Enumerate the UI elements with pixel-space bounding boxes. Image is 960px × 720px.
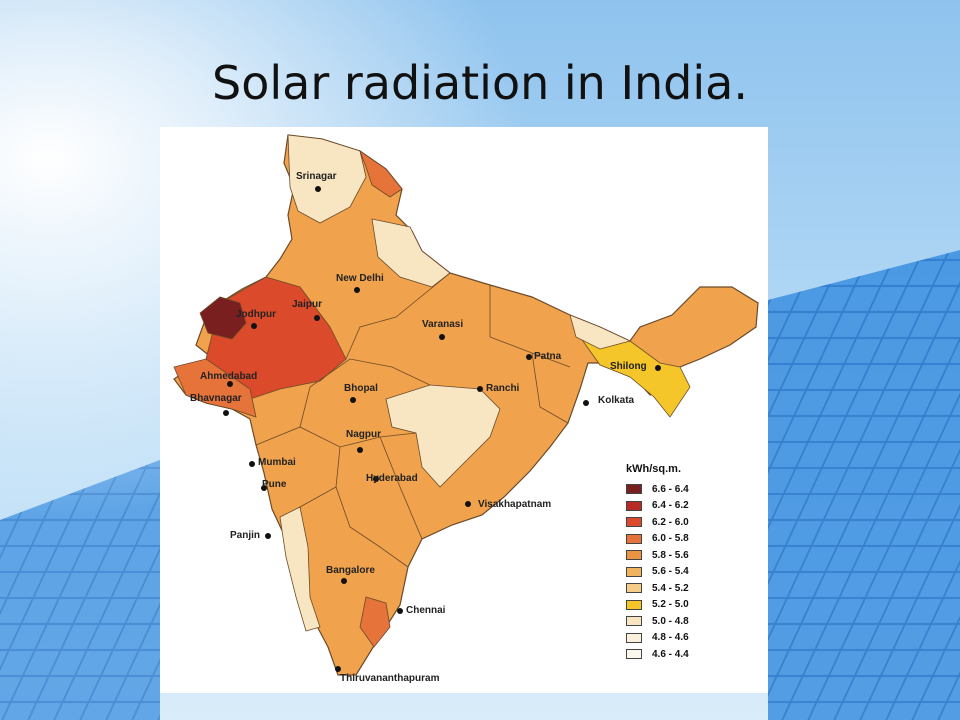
legend-item: 6.2 - 6.0 — [626, 514, 756, 531]
city-label-srinagar: Srinagar — [296, 171, 337, 182]
legend-swatch — [626, 533, 642, 544]
zone-rajasthan-hottest — [199, 296, 247, 340]
city-label-bhopal: Bhopal — [344, 383, 378, 394]
city-label-hyderabad: Hyderabad — [366, 473, 418, 484]
zone-tamilnadu-orange — [359, 596, 391, 648]
legend-swatch — [626, 517, 642, 528]
city-dot — [465, 501, 471, 507]
city-dot — [583, 400, 589, 406]
city-dot — [350, 397, 356, 403]
legend-title: kWh/sq.m. — [626, 463, 682, 475]
legend-swatch — [626, 616, 642, 627]
city-label-new-delhi: New Delhi — [336, 273, 384, 284]
zone-ghats-pale — [279, 506, 321, 632]
legend-item: 5.4 - 5.2 — [626, 580, 756, 597]
zone-central-pale — [385, 384, 501, 488]
city-dot — [373, 476, 379, 482]
city-label-ranchi: Ranchi — [486, 383, 520, 394]
city-label-nagpur: Nagpur — [346, 429, 381, 440]
state-borders — [255, 272, 571, 568]
city-dot — [249, 461, 255, 467]
legend-label: 5.8 - 5.6 — [652, 549, 689, 561]
city-label-bhavnagar: Bhavnagar — [190, 393, 242, 404]
legend-label: 5.2 - 5.0 — [652, 599, 689, 611]
legend-label: 6.4 - 6.2 — [652, 500, 689, 512]
legend-swatch — [626, 500, 642, 511]
city-label-kolkata: Kolkata — [598, 395, 635, 406]
city-dot — [354, 287, 360, 293]
legend-swatch — [626, 550, 642, 561]
legend-rows: 6.6 - 6.4 6.4 - 6.2 6.2 - 6.0 6.0 - 5.8 5.8 … — [626, 481, 756, 663]
city-dot — [261, 485, 267, 491]
city-label-mumbai: Mumbai — [258, 457, 296, 468]
city-label-patna: Patna — [534, 351, 562, 362]
city-dot — [227, 381, 233, 387]
zone-northeast-pale — [569, 314, 632, 350]
city-dot — [314, 315, 320, 321]
city-dot — [357, 447, 363, 453]
legend-swatch — [626, 566, 642, 577]
legend-label: 5.0 - 4.8 — [652, 615, 689, 627]
legend-label: 5.6 - 5.4 — [652, 566, 689, 578]
city-label-bangalore: Bangalore — [326, 565, 375, 576]
legend-swatch — [626, 649, 642, 660]
city-label-visakhapatnam: Visakhapatnam — [478, 499, 552, 510]
legend-item: 5.2 - 5.0 — [626, 597, 756, 614]
legend-swatch — [626, 484, 642, 495]
city-label-chennai: Chennai — [406, 605, 446, 616]
city-dot — [335, 666, 341, 672]
map-legend: kWh/sq.m. 6.6 - 6.4 6.4 - 6.2 6.2 - 6.0 6.0… — [626, 463, 756, 663]
city-dot — [251, 323, 257, 329]
zone-north-pale — [287, 134, 367, 224]
city-dot — [526, 354, 532, 360]
city-dot — [477, 386, 483, 392]
city-dot — [439, 334, 445, 340]
legend-item: 4.8 - 4.6 — [626, 630, 756, 647]
legend-label: 4.6 - 4.4 — [652, 648, 689, 660]
city-dot — [265, 533, 271, 539]
legend-label: 6.0 - 5.8 — [652, 533, 689, 545]
city-label-shilong: Shilong — [610, 361, 647, 372]
city-label-jodhpur: Jodhpur — [236, 309, 276, 320]
legend-item: 6.4 - 6.2 — [626, 498, 756, 515]
city-dot — [341, 578, 347, 584]
city-label-ahmedabad: Ahmedabad — [200, 371, 258, 382]
legend-label: 6.2 - 6.0 — [652, 516, 689, 528]
city-label-panjin: Panjin — [230, 530, 261, 541]
city-label-jaipur: Jaipur — [292, 299, 323, 310]
legend-item: 6.0 - 5.8 — [626, 531, 756, 548]
zone-north-orange — [359, 149, 403, 198]
legend-item: 6.6 - 6.4 — [626, 481, 756, 498]
legend-label: 6.6 - 6.4 — [652, 483, 689, 495]
city-dot — [397, 608, 403, 614]
legend-swatch — [626, 632, 642, 643]
city-dot — [315, 186, 321, 192]
legend-swatch — [626, 583, 642, 594]
zone-northeast-yellow — [579, 336, 691, 418]
city-dot — [655, 365, 661, 371]
legend-item: 5.8 - 5.6 — [626, 547, 756, 564]
city-label-thiruvananthapuram: Thiruvananthapuram — [340, 673, 440, 684]
india-map-graphic — [173, 134, 759, 676]
india-solar-map: Srinagar New Delhi Jodhpur Jaipur Varana… — [160, 127, 768, 693]
city-label-pune: Pune — [262, 479, 287, 490]
legend-label: 5.4 - 5.2 — [652, 582, 689, 594]
legend-item: 5.6 - 5.4 — [626, 564, 756, 581]
zone-gujarat-orange — [173, 358, 257, 418]
city-dots — [223, 186, 661, 672]
city-label-varanasi: Varanasi — [422, 319, 464, 330]
legend-item: 5.0 - 4.8 — [626, 613, 756, 630]
legend-item: 4.6 - 4.4 — [626, 646, 756, 663]
legend-label: 4.8 - 4.6 — [652, 632, 689, 644]
legend-swatch — [626, 599, 642, 610]
slide-title: Solar radiation in India. — [212, 56, 748, 110]
city-dot — [223, 410, 229, 416]
